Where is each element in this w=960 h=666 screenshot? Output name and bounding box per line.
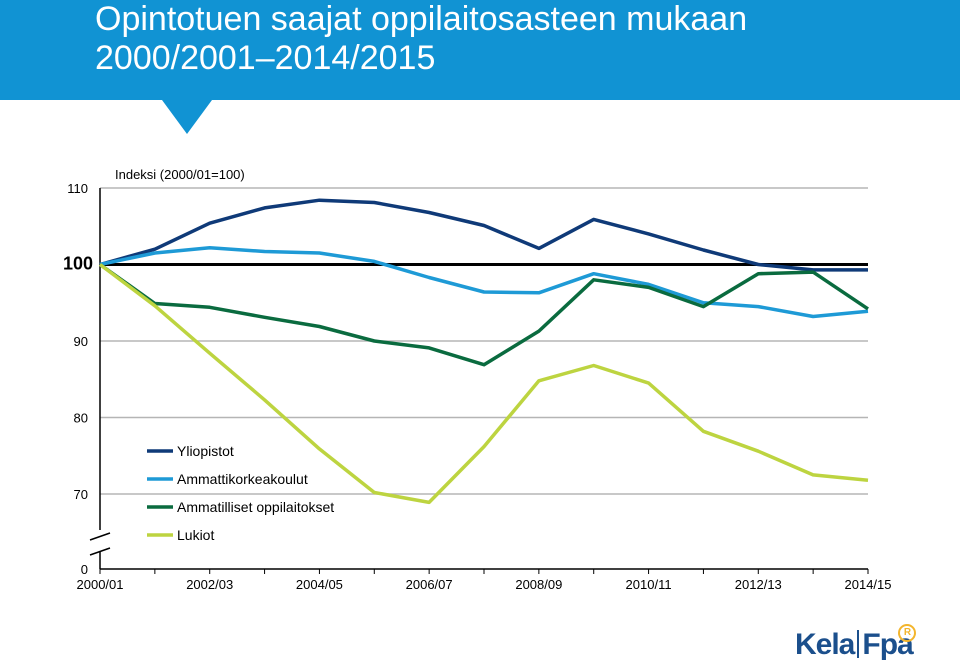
logo-separator	[857, 630, 860, 658]
y-axis-label: Indeksi (2000/01=100)	[115, 167, 245, 182]
title-line-1: Opintotuen saajat oppilaitosasteen mukaa…	[95, 0, 748, 38]
banner-notch	[162, 100, 212, 134]
y-tick-label-110: 110	[67, 181, 88, 196]
legend: Yliopistot Ammattikorkeakoulut Ammatillise…	[147, 443, 334, 543]
y-tick-label-0: 0	[81, 562, 88, 577]
y-tick-label-70: 70	[74, 487, 88, 502]
y-tick-label-80: 80	[74, 411, 88, 426]
legend-label-2: Ammattikorkeakoulut	[177, 471, 308, 487]
x-tick-label-2002/03: 2002/03	[186, 577, 233, 592]
kela-fpa-logo: Kela Fpa R	[795, 624, 916, 662]
title-banner: Opintotuen saajat oppilaitosasteen mukaa…	[0, 0, 960, 100]
x-tick-label-2000/01: 2000/01	[77, 577, 124, 592]
axes: 0 70 80 90 100 110 Indeksi (2000/01=100) 2000/0…	[63, 167, 892, 592]
x-tick-label-2014/15: 2014/15	[845, 577, 892, 592]
axis-break-mark-2	[89, 547, 111, 556]
gridlines	[100, 187, 868, 495]
logo-kela: Kela	[795, 628, 855, 661]
y-tick-label-90: 90	[74, 334, 88, 349]
series-line-3	[98, 263, 869, 367]
legend-label-1: Yliopistot	[177, 443, 234, 459]
x-tick-label-2006/07: 2006/07	[406, 577, 453, 592]
series-line-1	[99, 198, 868, 272]
title-line-2: 2000/2001–2014/2015	[95, 39, 436, 77]
legend-label-4: Lukiot	[177, 527, 214, 543]
y-tick-label-100: 100	[63, 254, 93, 274]
series-line-2	[99, 245, 869, 319]
x-tick-label-2008/09: 2008/09	[515, 577, 562, 592]
x-tick-label-2004/05: 2004/05	[296, 577, 343, 592]
x-tick-label-2012/13: 2012/13	[735, 577, 782, 592]
series-line-4	[98, 263, 869, 505]
logo-badge-icon: R	[898, 624, 916, 642]
x-tick-label-2010/11: 2010/11	[626, 577, 672, 592]
legend-label-3: Ammatilliset oppilaitokset	[177, 499, 334, 515]
axis-break-mark-1	[89, 532, 111, 541]
page-title: Opintotuen saajat oppilaitosasteen mukaa…	[95, 0, 747, 78]
series-lines	[98, 198, 869, 505]
